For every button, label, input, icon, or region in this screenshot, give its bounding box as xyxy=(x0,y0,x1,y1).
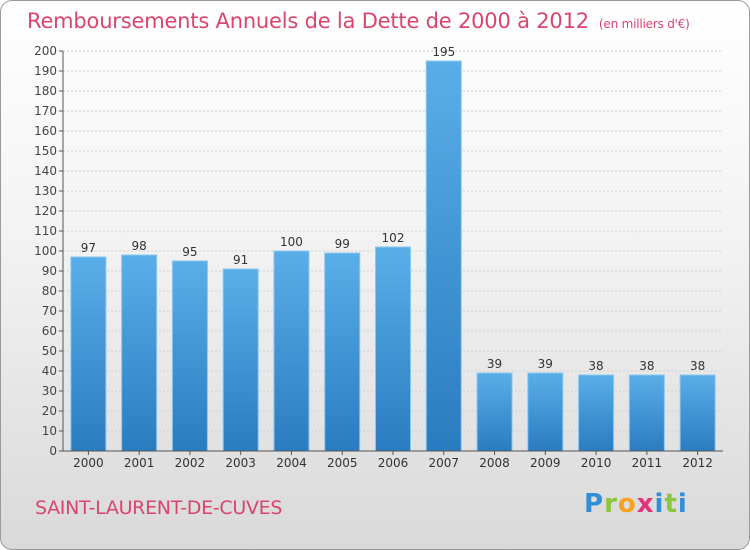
y-tick-label: 50 xyxy=(42,344,57,358)
x-tick-label: 2010 xyxy=(581,456,612,470)
y-tick-label: 0 xyxy=(49,444,57,458)
y-tick-label: 140 xyxy=(34,164,57,178)
bar-2012 xyxy=(679,374,716,452)
y-tick-label: 20 xyxy=(42,404,57,418)
chart-title: Remboursements Annuels de la Dette de 20… xyxy=(27,9,690,33)
y-tick-label: 200 xyxy=(34,44,57,58)
bar-2001 xyxy=(121,254,158,452)
y-tick-label: 100 xyxy=(34,244,57,258)
y-tick-label: 90 xyxy=(42,264,57,278)
x-tick-label: 2000 xyxy=(73,456,104,470)
value-label: 38 xyxy=(690,359,705,373)
x-tick-label: 2007 xyxy=(428,456,459,470)
y-tick-label: 40 xyxy=(42,364,57,378)
bar-2011 xyxy=(628,374,665,452)
value-label: 38 xyxy=(639,359,654,373)
x-tick-label: 2003 xyxy=(225,456,256,470)
value-label: 91 xyxy=(233,253,248,267)
y-tick-label: 190 xyxy=(34,64,57,78)
x-tick-label: 2002 xyxy=(175,456,206,470)
x-tick-label: 2008 xyxy=(479,456,510,470)
x-tick-label: 2004 xyxy=(276,456,307,470)
y-tick-label: 180 xyxy=(34,84,57,98)
y-tick-label: 150 xyxy=(34,144,57,158)
bar-2007 xyxy=(425,60,462,452)
value-label: 97 xyxy=(81,241,96,255)
y-tick-label: 70 xyxy=(42,304,57,318)
bar-2010 xyxy=(578,374,615,452)
bar-2000 xyxy=(70,256,107,452)
y-tick-label: 30 xyxy=(42,384,57,398)
axes: 0 10 20 30 40 50 60 70 80 90 100 110 120 130 140 150 160… xyxy=(34,44,723,470)
x-tick-label: 2011 xyxy=(632,456,663,470)
bars xyxy=(70,60,716,452)
bar-2006 xyxy=(375,246,411,452)
bar-2002 xyxy=(171,260,208,452)
value-labels: 97 98 95 91 100 99 102 195 39 39 38 38 38 xyxy=(81,45,706,373)
y-tick-label: 80 xyxy=(42,284,57,298)
x-tick-label: 2012 xyxy=(682,456,713,470)
bar-2004 xyxy=(273,250,310,452)
y-tick-label: 10 xyxy=(42,424,57,438)
y-tick-label: 110 xyxy=(34,224,57,238)
y-tick-label: 60 xyxy=(42,324,57,338)
bar-2009 xyxy=(527,372,564,452)
y-tick-label: 160 xyxy=(34,124,57,138)
bar-2003 xyxy=(222,268,259,452)
value-label: 195 xyxy=(432,45,455,59)
value-label: 102 xyxy=(382,231,405,245)
x-tick-label: 2005 xyxy=(327,456,358,470)
chart-title-text: Remboursements Annuels de la Dette de 20… xyxy=(27,9,589,33)
value-label: 39 xyxy=(487,357,502,371)
bar-2008 xyxy=(476,372,513,452)
y-tick-label: 130 xyxy=(34,184,57,198)
x-tick-label: 2006 xyxy=(378,456,409,470)
value-label: 38 xyxy=(588,359,603,373)
bar-2005 xyxy=(324,252,361,452)
value-label: 39 xyxy=(538,357,553,371)
x-tick-label: 2001 xyxy=(124,456,155,470)
value-label: 98 xyxy=(132,239,147,253)
value-label: 95 xyxy=(182,245,197,259)
value-label: 99 xyxy=(335,237,350,251)
y-tick-label: 170 xyxy=(34,104,57,118)
x-tick-label: 2009 xyxy=(530,456,561,470)
commune-name: SAINT-LAURENT-DE-CUVES xyxy=(35,497,283,519)
proxiti-logo: Proxiti xyxy=(584,489,688,519)
chart-unit: (en milliers d'€) xyxy=(598,17,690,31)
y-tick-label: 120 xyxy=(34,204,57,218)
value-label: 100 xyxy=(280,235,303,249)
